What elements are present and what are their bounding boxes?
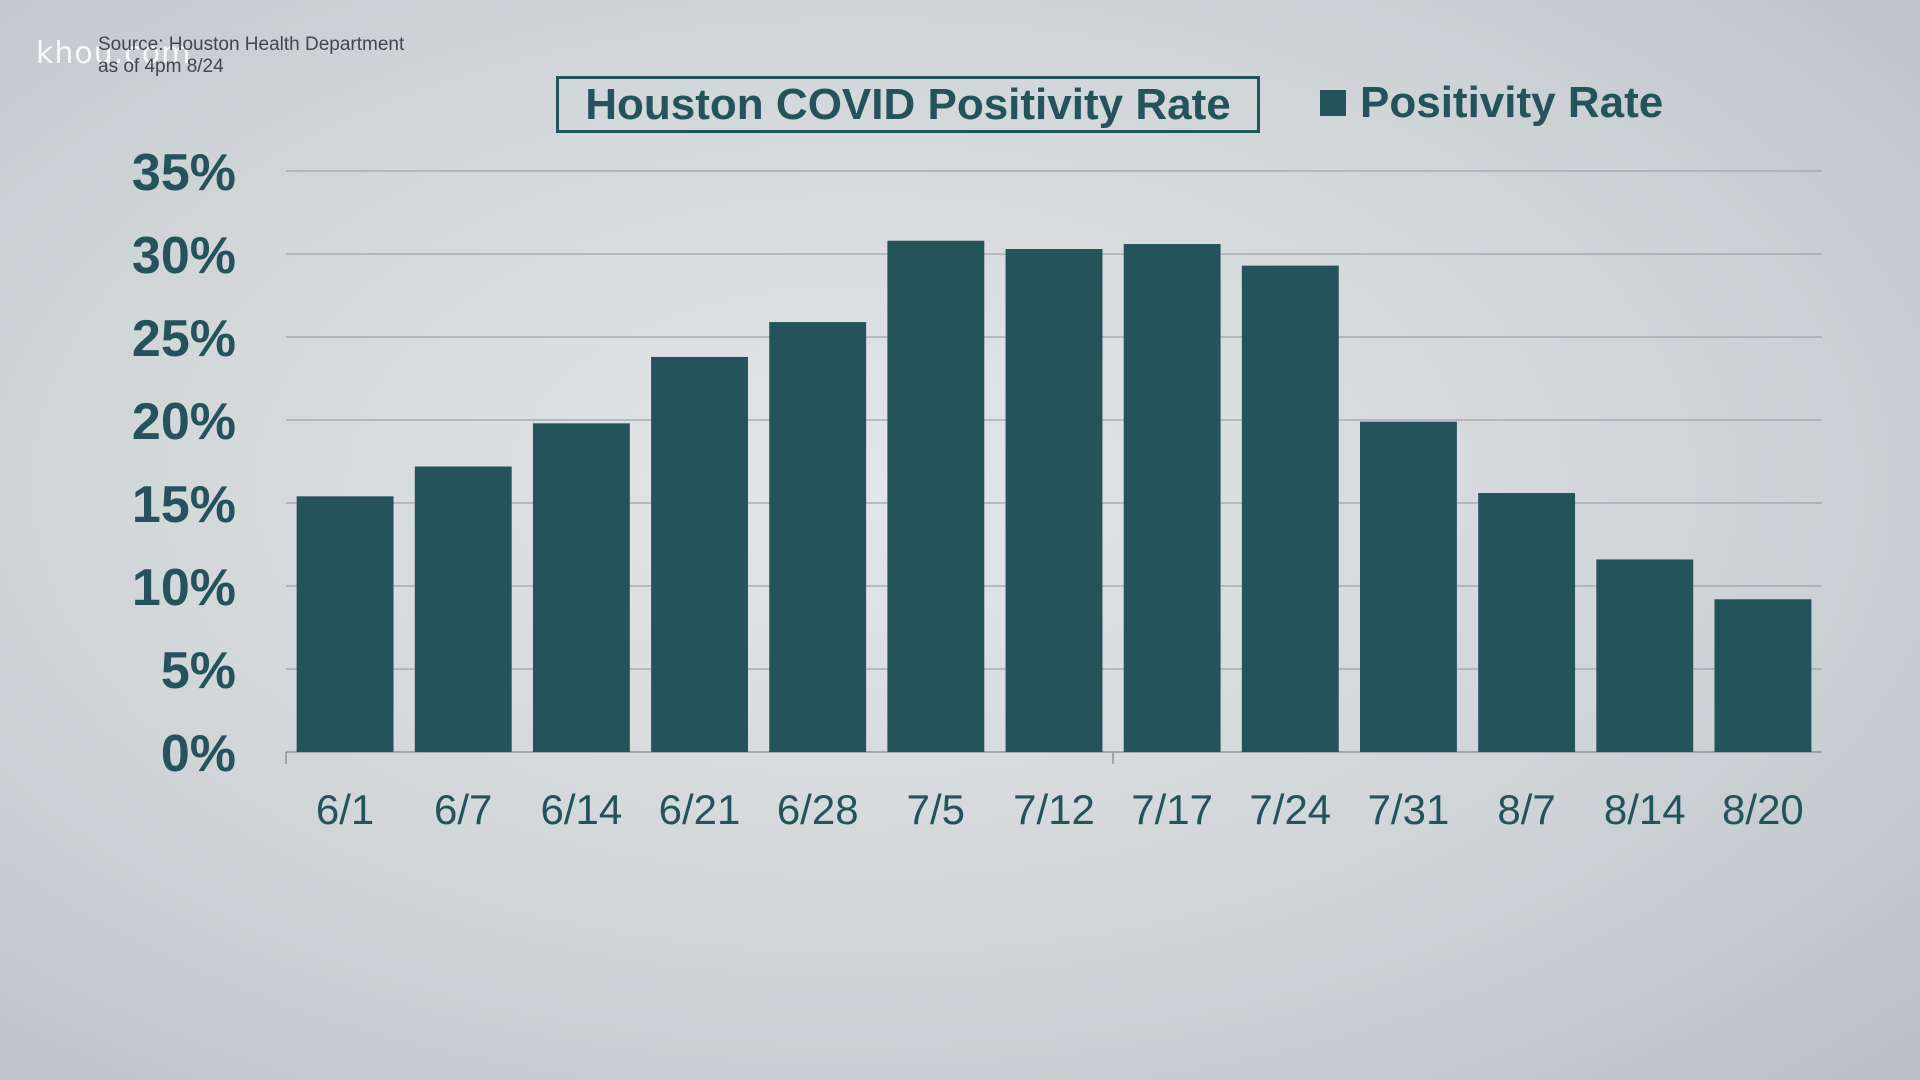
y-tick-label: 30% xyxy=(132,227,236,285)
x-tick-label: 7/17 xyxy=(1131,786,1213,833)
y-tick-label: 0% xyxy=(161,725,236,783)
bar xyxy=(887,240,985,752)
bar xyxy=(769,322,867,752)
bar xyxy=(1478,493,1576,752)
legend-label: Positivity Rate xyxy=(1360,78,1664,127)
y-tick-label: 35% xyxy=(132,144,236,202)
y-tick-label: 25% xyxy=(132,310,236,368)
x-tick-label: 7/31 xyxy=(1368,786,1450,833)
legend-swatch xyxy=(1320,90,1346,116)
bar xyxy=(1005,249,1103,752)
y-tick-label: 10% xyxy=(132,559,236,617)
y-tick-label: 15% xyxy=(132,476,236,534)
chart-title: Houston COVID Positivity Rate xyxy=(556,76,1260,133)
source-line: Source: Houston Health Department xyxy=(98,34,405,55)
bar xyxy=(1241,265,1339,752)
chart-legend: Positivity Rate xyxy=(1320,78,1664,127)
bar xyxy=(1123,244,1221,753)
y-tick-label: 5% xyxy=(161,642,236,700)
x-tick-label: 6/14 xyxy=(541,786,623,833)
x-tick-label: 6/1 xyxy=(316,786,374,833)
x-tick-label: 8/7 xyxy=(1497,786,1555,833)
source-note: Source: Houston Health Department as of … xyxy=(98,34,404,78)
bar xyxy=(296,496,394,752)
x-tick-label: 7/5 xyxy=(907,786,965,833)
channel-watermark: khou.com xyxy=(36,36,192,71)
bar xyxy=(651,356,748,752)
x-tick-label: 8/20 xyxy=(1722,786,1804,833)
bar xyxy=(414,466,512,752)
x-tick-label: 7/24 xyxy=(1249,786,1331,833)
bar xyxy=(1360,421,1457,752)
bar xyxy=(1714,599,1812,752)
x-tick-label: 8/14 xyxy=(1604,786,1686,833)
x-tick-label: 6/7 xyxy=(434,786,492,833)
x-tick-label: 6/21 xyxy=(659,786,741,833)
x-tick-label: 7/12 xyxy=(1013,786,1095,833)
x-tick-label: 6/28 xyxy=(777,786,859,833)
y-tick-label: 20% xyxy=(132,393,236,451)
bar xyxy=(532,423,630,752)
as-of-line: as of 4pm 8/24 xyxy=(98,56,224,77)
bar xyxy=(1596,559,1694,752)
